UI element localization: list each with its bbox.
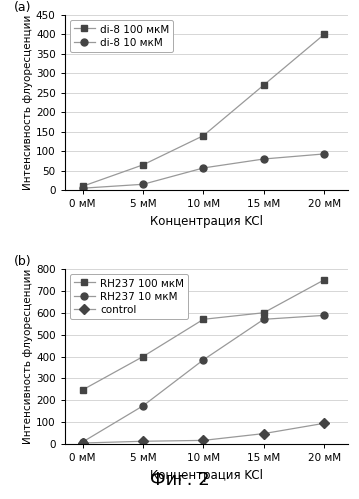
Text: Фиг. 2: Фиг. 2 <box>150 471 209 489</box>
Y-axis label: Интенсивность флуоресценции: Интенсивность флуоресценции <box>23 269 33 444</box>
control <box>322 420 326 426</box>
RH237 100 мкМ <box>322 277 326 283</box>
di-8 100 мкМ <box>322 31 326 37</box>
RH237 100 мкМ <box>80 387 85 393</box>
X-axis label: Концентрация KCl: Концентрация KCl <box>150 215 263 228</box>
Line: di-8 10 мкМ: di-8 10 мкМ <box>79 151 327 192</box>
RH237 10 мкМ <box>201 357 206 363</box>
Text: (b): (b) <box>14 255 31 268</box>
RH237 10 мкМ <box>141 403 145 409</box>
Text: (a): (a) <box>14 1 31 14</box>
control <box>201 438 206 444</box>
control <box>141 438 145 444</box>
Line: RH237 10 мкМ: RH237 10 мкМ <box>79 312 327 446</box>
Line: control: control <box>79 420 327 447</box>
X-axis label: Концентрация KCl: Концентрация KCl <box>150 469 263 482</box>
Legend: di-8 100 мкМ, di-8 10 мкМ: di-8 100 мкМ, di-8 10 мкМ <box>70 20 173 52</box>
Line: RH237 100 мкМ: RH237 100 мкМ <box>79 276 327 393</box>
di-8 10 мкМ <box>322 151 326 157</box>
RH237 100 мкМ <box>201 316 206 322</box>
RH237 10 мкМ <box>80 439 85 445</box>
RH237 10 мкМ <box>322 312 326 318</box>
di-8 100 мкМ <box>141 162 145 168</box>
Legend: RH237 100 мкМ, RH237 10 мкМ, control: RH237 100 мкМ, RH237 10 мкМ, control <box>70 274 188 319</box>
RH237 100 мкМ <box>262 310 266 316</box>
control <box>80 440 85 446</box>
di-8 100 мкМ <box>262 82 266 88</box>
RH237 100 мкМ <box>141 353 145 359</box>
RH237 10 мкМ <box>262 316 266 322</box>
control <box>262 431 266 437</box>
di-8 10 мкМ <box>80 185 85 191</box>
Line: di-8 100 мкМ: di-8 100 мкМ <box>79 31 327 190</box>
di-8 100 мкМ <box>201 133 206 139</box>
Y-axis label: Интенсивность флуоресценции: Интенсивность флуоресценции <box>23 15 33 190</box>
di-8 10 мкМ <box>141 181 145 187</box>
di-8 10 мкМ <box>262 156 266 162</box>
di-8 100 мкМ <box>80 183 85 189</box>
di-8 10 мкМ <box>201 165 206 171</box>
